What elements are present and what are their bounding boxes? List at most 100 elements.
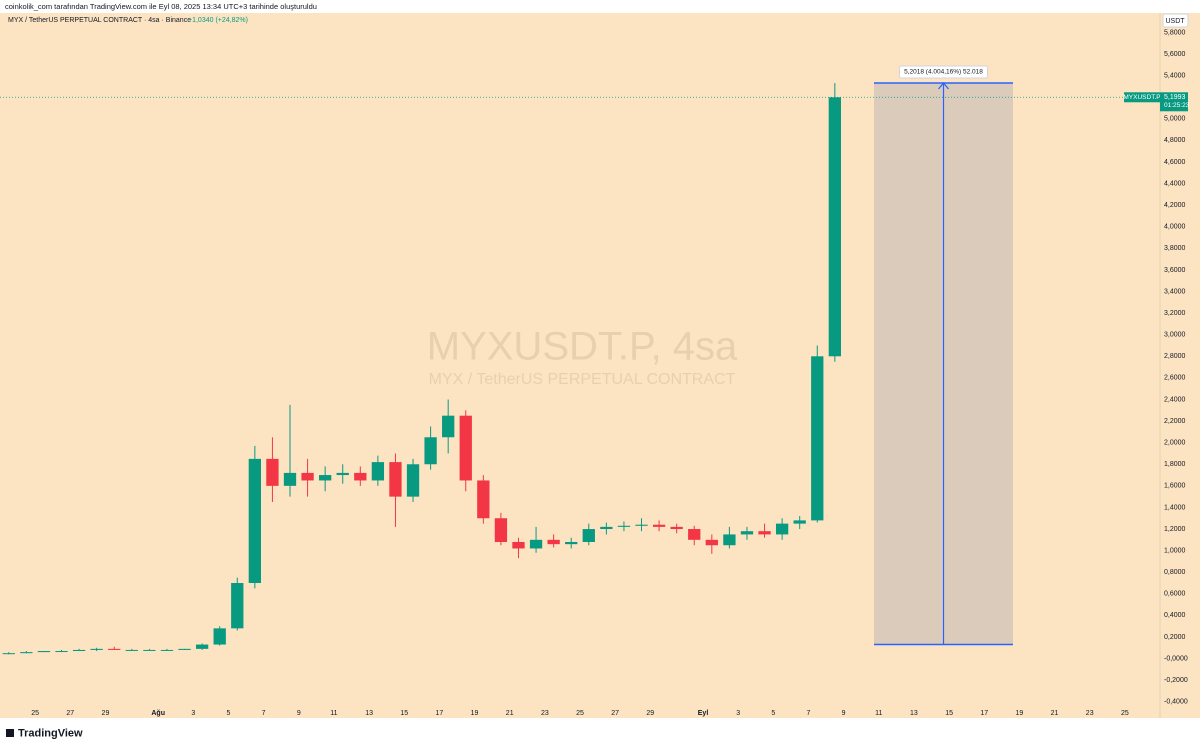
x-tick-label: 9 — [842, 710, 846, 717]
y-tick-label: 5,0000 — [1164, 116, 1186, 123]
candle-body — [670, 526, 683, 530]
candle-body — [512, 541, 525, 549]
candle-body — [2, 653, 15, 655]
candle-body — [828, 97, 841, 357]
y-tick-label: 3,8000 — [1164, 245, 1186, 252]
watermark-subtitle: MYX / TetherUS PERPETUAL CONTRACT — [429, 371, 736, 388]
x-tick-label: 9 — [297, 710, 301, 717]
x-tick-label: 13 — [365, 710, 373, 717]
candle-body — [108, 648, 121, 650]
x-tick-label: 23 — [1086, 710, 1094, 717]
x-tick-label: 7 — [262, 710, 266, 717]
candle-body — [283, 472, 297, 486]
x-tick-label: 17 — [435, 710, 443, 717]
x-tick-label: 5 — [227, 710, 231, 717]
candle-body — [301, 472, 314, 481]
y-tick-label: 4,0000 — [1164, 224, 1186, 231]
candle-body — [547, 539, 560, 545]
candle-body — [160, 649, 174, 651]
y-tick-label: 0,2000 — [1164, 634, 1186, 641]
brand-name: TradingView — [18, 727, 83, 739]
x-tick-label: 15 — [400, 710, 408, 717]
y-tick-label: 3,0000 — [1164, 332, 1186, 339]
x-tick-label: 3 — [191, 710, 195, 717]
candle-body — [740, 531, 754, 535]
candle-body — [406, 464, 420, 497]
candle-body — [195, 644, 209, 649]
x-tick-label: 21 — [1051, 710, 1059, 717]
y-tick-label: 4,6000 — [1164, 159, 1186, 166]
candle-body — [424, 437, 437, 465]
candle-body — [723, 534, 736, 546]
x-tick-label: 25 — [576, 710, 584, 717]
y-tick-label: 4,4000 — [1164, 180, 1186, 187]
x-tick-label: 27 — [66, 710, 74, 717]
candle-body — [582, 529, 595, 542]
x-tick-label: 19 — [471, 710, 479, 717]
candle-body — [811, 356, 824, 521]
y-tick-label: -0,4000 — [1164, 699, 1188, 706]
measure-label-box — [899, 65, 988, 79]
candle-body — [143, 649, 156, 651]
x-tick-label: 17 — [980, 710, 988, 717]
candle-body — [477, 480, 490, 519]
candle-body — [354, 472, 367, 481]
currency-box — [1162, 13, 1189, 28]
candle-body — [125, 649, 138, 651]
candle-body — [90, 648, 103, 650]
candle-body — [20, 652, 33, 654]
y-tick-label: -0,0000 — [1164, 655, 1188, 662]
y-tick-label: 0,4000 — [1164, 612, 1186, 619]
y-tick-label: 2,8000 — [1164, 353, 1186, 360]
legend-title: MYX / TetherUS PERPETUAL CONTRACT · 4sa … — [8, 17, 191, 24]
x-tick-label: 29 — [102, 710, 110, 717]
x-tick-label: 25 — [31, 710, 39, 717]
price-countdown: 01:25:23 — [1164, 102, 1190, 109]
candle-body — [336, 472, 349, 476]
y-tick-label: 5,6000 — [1164, 51, 1186, 58]
candle-body — [494, 518, 508, 542]
y-tick-label: 1,4000 — [1164, 504, 1186, 511]
candle-body — [248, 458, 261, 584]
candle-body — [529, 539, 543, 549]
candle-body — [565, 541, 578, 545]
y-tick-label: 3,2000 — [1164, 310, 1186, 317]
y-tick-label: 2,6000 — [1164, 375, 1186, 382]
x-tick-label: 19 — [1015, 710, 1023, 717]
y-tick-label: 1,6000 — [1164, 483, 1186, 490]
price-symbol-box — [1124, 92, 1160, 103]
x-tick-label: 11 — [875, 710, 882, 717]
candle-body — [688, 529, 701, 540]
candle-body — [775, 523, 789, 535]
y-tick-label: 3,4000 — [1164, 288, 1186, 295]
candle-body — [617, 525, 631, 527]
candle-body — [231, 583, 244, 629]
brand-logo — [6, 729, 14, 737]
price-symbol: MYXUSDT.P — [1123, 94, 1160, 101]
candle-body — [55, 651, 68, 653]
currency: USDT — [1165, 18, 1185, 25]
watermark: MYXUSDT.P, 4sa — [427, 325, 738, 369]
candle-body — [705, 539, 718, 546]
x-tick-label: 27 — [611, 710, 619, 717]
y-tick-label: 4,2000 — [1164, 202, 1186, 209]
price-tag-box — [1160, 92, 1188, 112]
plot-background — [0, 13, 1200, 718]
candle-body — [319, 475, 332, 481]
y-tick-label: 2,2000 — [1164, 418, 1186, 425]
candle-body — [37, 651, 51, 653]
y-tick-label: 4,8000 — [1164, 137, 1186, 144]
y-tick-label: -0,2000 — [1164, 677, 1188, 684]
y-tick-label: 1,2000 — [1164, 526, 1186, 533]
measure-label: 5,2018 (4.004,16%) 52.018 — [904, 69, 983, 76]
y-tick-label: 0,6000 — [1164, 591, 1186, 598]
candle-body — [213, 628, 226, 645]
candle-body — [600, 526, 613, 530]
candle-body — [72, 649, 86, 652]
x-tick-label: Eyl — [698, 710, 709, 717]
x-tick-label: 25 — [1121, 710, 1129, 717]
candle-body — [266, 458, 279, 486]
y-tick-label: 3,6000 — [1164, 267, 1186, 274]
